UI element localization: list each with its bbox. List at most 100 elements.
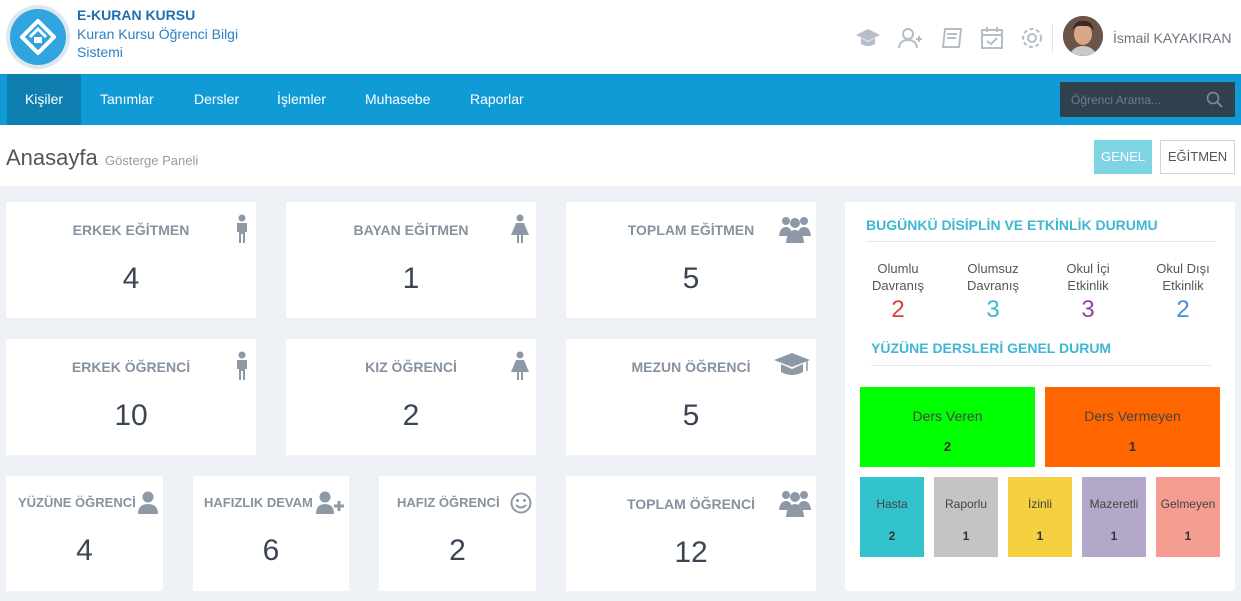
- tile-label: Hasta: [876, 497, 908, 511]
- tile-label: Gelmeyen: [1160, 497, 1216, 511]
- stat-okul-disi-value: 2: [1176, 296, 1190, 323]
- card-value: 5: [682, 399, 700, 432]
- graduation-cap-icon: [773, 351, 811, 384]
- tile-ders-veren[interactable]: Ders Veren 2: [860, 387, 1035, 467]
- divider: [866, 241, 1216, 242]
- tile-value: 1: [1184, 529, 1192, 543]
- tile-label: İzinli: [1027, 497, 1052, 511]
- main-nav: Kişiler Tanımlar Dersler İşlemler Muhase…: [0, 74, 1241, 125]
- tile-izinli[interactable]: İzinli 1: [1008, 477, 1072, 557]
- nav-item-raporlar[interactable]: Raporlar: [470, 91, 524, 107]
- male-icon: [234, 214, 250, 249]
- header-divider: [1052, 24, 1053, 52]
- smile-icon: [510, 492, 532, 519]
- stat-okul-disi-label: Okul Dışı Etkinlik: [1156, 261, 1210, 293]
- card-yuzune-ogrenci: YÜZÜNE ÖĞRENCİ 4: [6, 476, 163, 591]
- app-subtitle: Kuran Kursu Öğrenci Bilgi Sistemi: [77, 26, 239, 60]
- tile-value: 1: [962, 529, 970, 543]
- card-hafizlik-devam: HAFIZLIK DEVAM 6: [193, 476, 349, 591]
- egitmen-button[interactable]: EĞİTMEN: [1160, 140, 1235, 174]
- stat-okul-ici-label: Okul İçi Etkinlik: [1066, 261, 1110, 293]
- stat-olumlu-label: Olumlu Davranış: [871, 261, 925, 293]
- tile-label: Raporlu: [944, 497, 988, 511]
- users-icon: [779, 486, 811, 523]
- card-value: 6: [262, 534, 280, 567]
- user-icon: [137, 491, 159, 520]
- users-icon: [779, 212, 811, 249]
- user-plus-icon: [316, 491, 344, 520]
- tile-value: 2: [943, 439, 952, 454]
- card-label: HAFIZ ÖĞRENCİ: [397, 495, 500, 510]
- nav-item-kisiler[interactable]: Kişiler: [7, 74, 81, 125]
- card-bayan-egitmen: BAYAN EĞİTMEN 1: [286, 202, 536, 318]
- page-titlebar: Anasayfa Gösterge Paneli: [0, 125, 1241, 186]
- tile-value: 2: [888, 529, 896, 543]
- calendar-check-icon[interactable]: [979, 25, 1005, 51]
- graduation-cap-icon[interactable]: [855, 25, 881, 51]
- card-toplam-egitmen: TOPLAM EĞİTMEN 5: [566, 202, 816, 318]
- tile-hasta[interactable]: Hasta 2: [860, 477, 924, 557]
- tile-gelmeyen[interactable]: Gelmeyen 1: [1156, 477, 1220, 557]
- divider: [871, 365, 1211, 366]
- tile-label: Ders Vermeyen: [1084, 408, 1181, 424]
- card-toplam-ogrenci: TOPLAM ÖĞRENCİ 12: [566, 476, 816, 591]
- search-input[interactable]: [1060, 82, 1200, 117]
- discipline-panel: BUGÜNKÜ DİSİPLİN VE ETKİNLİK DURUMU Olum…: [845, 202, 1235, 591]
- card-label: HAFIZLIK DEVAM: [204, 495, 313, 510]
- card-hafiz-ogrenci: HAFIZ ÖĞRENCİ 2: [379, 476, 536, 591]
- card-erkek-ogrenci: ERKEK ÖĞRENCİ 10: [6, 339, 256, 455]
- gear-icon[interactable]: [1019, 25, 1045, 51]
- logo-icon: [10, 9, 66, 65]
- card-value: 1: [402, 262, 420, 295]
- tile-label: Ders Veren: [912, 408, 983, 424]
- page-title: Anasayfa: [6, 145, 98, 170]
- card-value: 2: [402, 399, 420, 432]
- female-icon: [510, 351, 530, 386]
- book-icon[interactable]: [939, 25, 965, 51]
- card-value: 4: [122, 262, 140, 295]
- discipline-title: BUGÜNKÜ DİSİPLİN VE ETKİNLİK DURUMU: [866, 217, 1158, 233]
- card-mezun-ogrenci: MEZUN ÖĞRENCİ 5: [566, 339, 816, 455]
- card-value: 2: [449, 534, 466, 567]
- card-label: YÜZÜNE ÖĞRENCİ: [18, 495, 136, 510]
- card-label: KIZ ÖĞRENCİ: [365, 359, 457, 375]
- app-logo[interactable]: [6, 5, 70, 69]
- nav-item-islemler[interactable]: İşlemler: [277, 91, 327, 107]
- nav-item-muhasebe[interactable]: Muhasebe: [365, 91, 431, 107]
- yuzune-title: YÜZÜNE DERSLERİ GENEL DURUM: [871, 340, 1112, 356]
- card-value: 4: [76, 534, 93, 567]
- male-icon: [234, 351, 250, 386]
- card-label: MEZUN ÖĞRENCİ: [631, 359, 751, 375]
- tile-value: 1: [1036, 529, 1044, 543]
- stat-olumsuz-value: 3: [986, 296, 1000, 323]
- user-add-icon[interactable]: [897, 25, 923, 51]
- stat-okul-ici-value: 3: [1081, 296, 1095, 323]
- genel-button[interactable]: GENEL: [1094, 140, 1152, 174]
- student-search: [1060, 82, 1235, 117]
- card-erkek-egitmen: ERKEK EĞİTMEN 4: [6, 202, 256, 318]
- user-avatar[interactable]: [1063, 16, 1103, 56]
- card-value: 5: [682, 262, 700, 295]
- tile-ders-vermeyen[interactable]: Ders Vermeyen 1: [1045, 387, 1220, 467]
- card-value: 10: [114, 399, 148, 432]
- female-icon: [510, 214, 530, 249]
- card-label: TOPLAM ÖĞRENCİ: [626, 496, 756, 512]
- user-name[interactable]: İsmail KAYAKIRAN: [1113, 30, 1232, 46]
- card-label: TOPLAM EĞİTMEN: [627, 222, 755, 238]
- card-label: ERKEK ÖĞRENCİ: [71, 359, 191, 375]
- card-label: BAYAN EĞİTMEN: [353, 222, 469, 238]
- tile-mazeretli[interactable]: Mazeretli 1: [1082, 477, 1146, 557]
- tile-value: 1: [1110, 529, 1118, 543]
- card-value: 12: [674, 536, 708, 569]
- nav-item-tanimlar[interactable]: Tanımlar: [100, 91, 154, 107]
- nav-item-dersler[interactable]: Dersler: [194, 91, 240, 107]
- search-icon[interactable]: [1206, 91, 1224, 114]
- app-name: E-KURAN KURSU: [77, 7, 196, 23]
- header: E-KURAN KURSU Kuran Kursu Öğrenci Bilgi …: [0, 0, 1241, 74]
- stat-olumsuz-label: Olumsuz Davranış: [966, 261, 1020, 293]
- page-subtitle: Gösterge Paneli: [105, 153, 199, 168]
- stat-olumlu-value: 2: [891, 296, 905, 323]
- card-kiz-ogrenci: KIZ ÖĞRENCİ 2: [286, 339, 536, 455]
- tile-raporlu[interactable]: Raporlu 1: [934, 477, 998, 557]
- card-label: ERKEK EĞİTMEN: [72, 222, 190, 238]
